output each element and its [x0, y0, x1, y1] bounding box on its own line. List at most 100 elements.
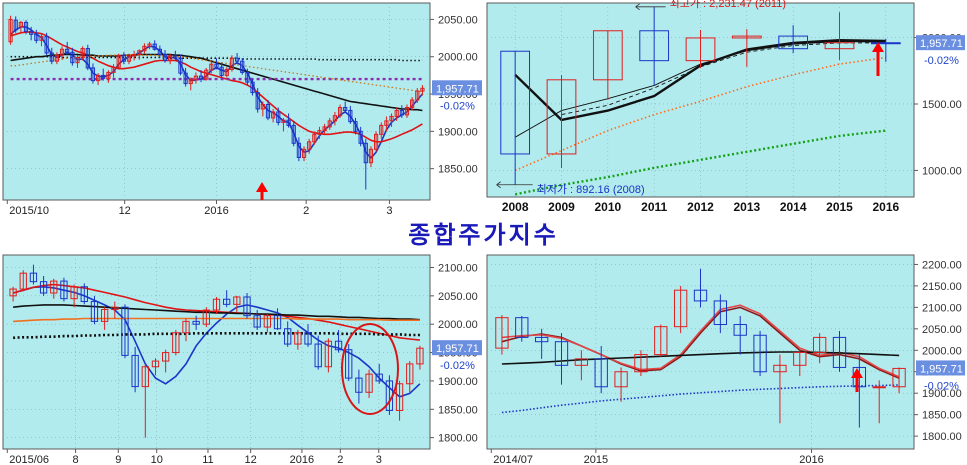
weekly-candle: [172, 332, 180, 354]
monthly-y-tick-label: 2050.00: [922, 324, 962, 336]
daily-candle: [54, 54, 60, 62]
weekly-candle: [9, 288, 17, 297]
daily-candle: [379, 124, 384, 135]
daily-candle: [260, 103, 265, 110]
daily-candle: [65, 48, 70, 53]
monthly-last-value-label: 1,957.71: [920, 363, 963, 375]
yearly-chart-panel: 2000.001500.001000.002008200920102011201…: [484, 0, 967, 216]
daily-candle: [229, 57, 235, 70]
daily-candle: [399, 109, 404, 116]
daily-candle: [80, 48, 85, 58]
daily-candle: [23, 21, 29, 32]
yearly-x-tick-label: 2010: [594, 200, 621, 214]
daily-candle: [142, 45, 147, 52]
weekly-highlight-circle: [341, 323, 399, 415]
yearly-x-tick-label: 2016: [872, 200, 899, 214]
daily-candle: [363, 142, 368, 164]
daily-candle: [132, 53, 137, 57]
weekly-candle: [212, 298, 221, 311]
monthly-x-tick-label: 2016: [799, 454, 823, 465]
daily-candle: [59, 48, 65, 56]
daily-candle: [75, 56, 80, 64]
weekly-candle: [39, 281, 48, 294]
daily-x-tick-label: 2015/10: [9, 205, 49, 216]
yearly-annotation-arrowhead: [635, 6, 640, 11]
daily-candle: [106, 71, 111, 79]
monthly-candle: [693, 289, 708, 302]
daily-candle: [173, 55, 178, 59]
yearly-moving-average-line-3: [561, 42, 886, 116]
yearly-candle: [870, 42, 901, 45]
weekly-x-tick-label: 2: [337, 454, 343, 465]
monthly-candle: [574, 358, 589, 366]
daily-candle: [121, 54, 126, 62]
daily-candle: [301, 148, 307, 158]
yearly-x-tick-label: 2008: [502, 200, 529, 214]
monthly-y-tick-label: 2000.00: [922, 345, 962, 357]
weekly-candle: [314, 343, 322, 368]
daily-last-value-label: 1,957.71: [436, 83, 479, 95]
yearly-x-tick-label: 2009: [548, 200, 575, 214]
weekly-candle: [131, 354, 139, 388]
weekly-y-tick-label: 2050.00: [438, 291, 478, 303]
monthly-change-label: -0.02%: [924, 380, 959, 392]
weekly-candle: [202, 309, 210, 325]
monthly-candle: [753, 334, 767, 373]
monthly-y-tick-label: 2150.00: [922, 281, 962, 293]
monthly-y-tick-label: 1800.00: [922, 431, 962, 443]
daily-candle: [250, 81, 255, 94]
monthly-candle: [713, 300, 728, 326]
weekly-y-tick-label: 1850.00: [438, 404, 478, 416]
weekly-x-tick-label: 11: [202, 454, 213, 465]
monthly-y-tick-label: 2100.00: [922, 302, 962, 314]
daily-candle: [373, 133, 379, 150]
daily-candle: [219, 66, 224, 76]
daily-candle: [276, 111, 281, 123]
daily-candle: [312, 133, 317, 143]
weekly-candle: [253, 315, 261, 328]
daily-moving-average-line-2: [10, 31, 423, 143]
daily-candle: [183, 72, 188, 85]
yearly-change-label: -0.02%: [924, 55, 959, 67]
daily-candle: [39, 36, 44, 41]
monthly-candle: [654, 326, 668, 356]
daily-candle: [198, 75, 204, 80]
weekly-candle: [334, 340, 343, 351]
monthly-x-tick-label: 2015: [584, 454, 608, 465]
monthly-moving-average-line-4: [501, 384, 900, 414]
weekly-candle: [70, 286, 78, 300]
weekly-moving-average-line-4: [13, 317, 420, 323]
monthly-chart-panel: 2200.002150.002100.002050.002000.001950.…: [484, 252, 967, 465]
monthly-candle: [733, 324, 747, 336]
yearly-candle: [592, 30, 623, 81]
daily-y-tick-label: 2050.00: [438, 14, 478, 26]
yearly-annotation-arrowhead: [496, 181, 501, 186]
yearly-y-tick-label: 1500.00: [922, 99, 962, 111]
daily-candle: [209, 63, 214, 71]
weekly-candle: [151, 360, 160, 368]
weekly-last-value-label: 1,957.71: [436, 343, 479, 355]
daily-candle: [18, 21, 23, 28]
weekly-candle: [273, 315, 282, 330]
monthly-candle: [773, 364, 787, 373]
daily-candle: [168, 55, 173, 61]
daily-candle: [85, 48, 90, 69]
daily-x-tick-label: 2016: [204, 205, 228, 216]
weekly-candle: [161, 352, 170, 362]
weekly-x-tick-label: 9: [115, 454, 121, 465]
daily-candle: [34, 33, 39, 41]
daily-candle: [90, 67, 96, 82]
weekly-candle: [345, 349, 353, 379]
daily-candle: [384, 120, 389, 126]
daily-candle: [322, 126, 327, 132]
yearly-candle: [639, 30, 670, 62]
monthly-candle: [594, 358, 608, 388]
daily-candle: [240, 60, 245, 73]
yearly-candle: [546, 79, 577, 155]
monthly-y-tick-label: 1900.00: [922, 388, 962, 400]
monthly-candle: [812, 336, 827, 353]
daily-candle: [157, 48, 162, 55]
monthly-candle: [892, 367, 906, 388]
yearly-x-tick-label: 2013: [733, 200, 760, 214]
monthly-candle: [634, 354, 648, 373]
